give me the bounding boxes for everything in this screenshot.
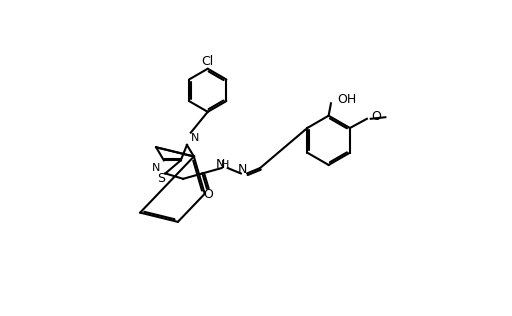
Text: O: O	[371, 110, 381, 123]
Text: OH: OH	[337, 93, 356, 106]
Text: H: H	[221, 160, 229, 170]
Text: N: N	[152, 163, 160, 173]
Text: N: N	[238, 163, 247, 176]
Text: N: N	[191, 133, 199, 143]
Text: N: N	[216, 158, 225, 172]
Text: S: S	[158, 172, 165, 185]
Text: Cl: Cl	[202, 55, 214, 68]
Text: O: O	[204, 188, 214, 201]
